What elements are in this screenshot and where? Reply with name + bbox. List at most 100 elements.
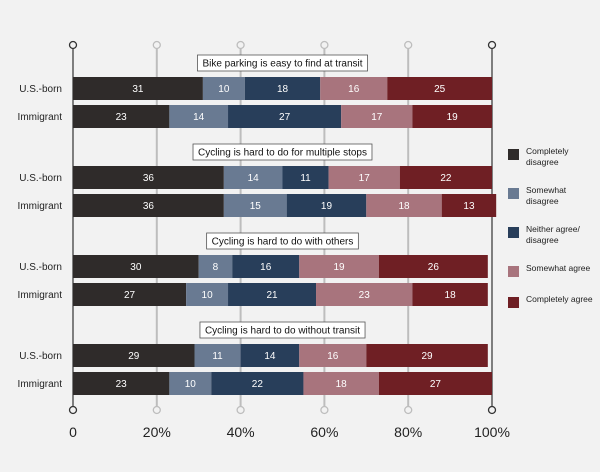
bar-segment <box>73 166 224 189</box>
bar-segment <box>244 77 321 100</box>
bar-value-label: 17 <box>359 173 371 184</box>
axis-top-marker <box>320 40 329 50</box>
bar-value-label: 18 <box>277 84 289 95</box>
bar-value-label: 36 <box>143 201 155 212</box>
x-tick-label: 80% <box>394 424 422 440</box>
legend: Completely disagree Somewhat disagree Ne… <box>508 146 600 325</box>
axis-bottom-marker <box>404 405 413 415</box>
bar-segment <box>299 255 379 278</box>
bar-segment <box>320 77 388 100</box>
axis-top-marker <box>236 40 245 50</box>
bar-segment <box>223 166 283 189</box>
group-title-box <box>206 232 359 250</box>
x-tick-label: 40% <box>227 424 255 440</box>
bar-segment <box>399 166 492 189</box>
bar-segment <box>412 105 492 128</box>
bar-value-label: 18 <box>336 379 348 390</box>
legend-item-completely-disagree: Completely disagree <box>508 146 600 168</box>
axis-bottom-marker <box>487 405 497 415</box>
bar-value-label: 19 <box>321 201 333 212</box>
bar-segment <box>328 166 400 189</box>
bar-segment <box>194 344 241 367</box>
bar-value-label: 36 <box>143 173 155 184</box>
bar-segment <box>316 283 413 306</box>
bar-segment <box>366 344 488 367</box>
row-label: U.S.-born <box>19 351 62 362</box>
bar-segment <box>186 283 229 306</box>
bar-value-label: 16 <box>327 351 339 362</box>
row-label: Immigrant <box>18 201 63 212</box>
bar-value-label: 22 <box>252 379 264 390</box>
bar-segment <box>73 255 199 278</box>
bar-value-label: 19 <box>334 262 346 273</box>
bar-segment <box>169 372 212 395</box>
bar-segment <box>282 166 329 189</box>
row-label: Immigrant <box>18 379 63 390</box>
bar-segment <box>73 344 195 367</box>
legend-label: Completely disagree <box>526 146 569 167</box>
bar-segment <box>228 105 342 128</box>
bar-segment <box>441 194 497 217</box>
bar-segment <box>73 194 224 217</box>
legend-label: Completely agree <box>526 294 593 304</box>
group-title-box <box>197 54 368 72</box>
row-label: U.S.-born <box>19 173 62 184</box>
bar-segment <box>341 105 413 128</box>
axis-bottom-marker <box>152 405 161 415</box>
bar-value-label: 30 <box>130 262 142 273</box>
axis-bottom-marker <box>236 405 245 415</box>
group-title: Cycling is hard to do with others <box>212 237 354 248</box>
axis-top-marker <box>404 40 413 50</box>
bar-segment <box>303 372 379 395</box>
axis-top-marker <box>68 40 78 50</box>
axis-bottom-marker <box>320 405 329 415</box>
legend-label: Somewhat disagree <box>526 185 567 206</box>
bar-value-label: 18 <box>445 290 457 301</box>
legend-label: Neither agree/ disagree <box>526 224 580 245</box>
bar-value-label: 25 <box>434 84 446 95</box>
legend-item-somewhat-agree: Somewhat agree <box>508 263 600 277</box>
bar-segment <box>299 344 367 367</box>
bar-value-label: 19 <box>447 112 459 123</box>
legend-item-somewhat-disagree: Somewhat disagree <box>508 185 600 207</box>
legend-swatch <box>508 149 519 160</box>
bar-segment <box>232 255 300 278</box>
row-label: Immigrant <box>18 112 63 123</box>
group-title: Cycling is hard to do for multiple stops <box>198 148 367 159</box>
row-label: Immigrant <box>18 290 63 301</box>
bar-value-label: 10 <box>185 379 197 390</box>
bar-segment <box>228 283 317 306</box>
bar-value-label: 27 <box>279 112 291 123</box>
bar-value-label: 8 <box>213 262 219 273</box>
bar-value-label: 10 <box>218 84 230 95</box>
bar-segment <box>366 194 442 217</box>
legend-label: Somewhat agree <box>526 263 591 273</box>
bar-value-label: 14 <box>193 112 205 123</box>
row-label: U.S.-born <box>19 262 62 273</box>
group-title: Cycling is hard to do without transit <box>205 326 360 337</box>
bar-segment <box>169 105 229 128</box>
group-title-box <box>199 321 366 339</box>
bar-value-label: 23 <box>116 379 128 390</box>
bar-value-label: 21 <box>266 290 278 301</box>
group-title: Bike parking is easy to find at transit <box>202 59 362 70</box>
bar-segment <box>202 77 245 100</box>
bar-segment <box>286 194 367 217</box>
group-title-box <box>192 143 373 161</box>
bar-value-label: 29 <box>128 351 140 362</box>
legend-item-completely-agree: Completely agree <box>508 294 600 308</box>
bar-value-label: 18 <box>398 201 410 212</box>
row-label: U.S.-born <box>19 84 62 95</box>
legend-swatch <box>508 297 519 308</box>
bar-value-label: 16 <box>348 84 360 95</box>
bar-value-label: 22 <box>440 173 452 184</box>
bar-segment <box>211 372 304 395</box>
bar-segment <box>223 194 287 217</box>
bar-value-label: 14 <box>264 351 276 362</box>
axis-bottom-marker <box>68 405 78 415</box>
bar-value-label: 27 <box>430 379 442 390</box>
bar-segment <box>378 255 488 278</box>
bar-segment <box>198 255 233 278</box>
bar-value-label: 31 <box>132 84 144 95</box>
bar-value-label: 27 <box>124 290 136 301</box>
